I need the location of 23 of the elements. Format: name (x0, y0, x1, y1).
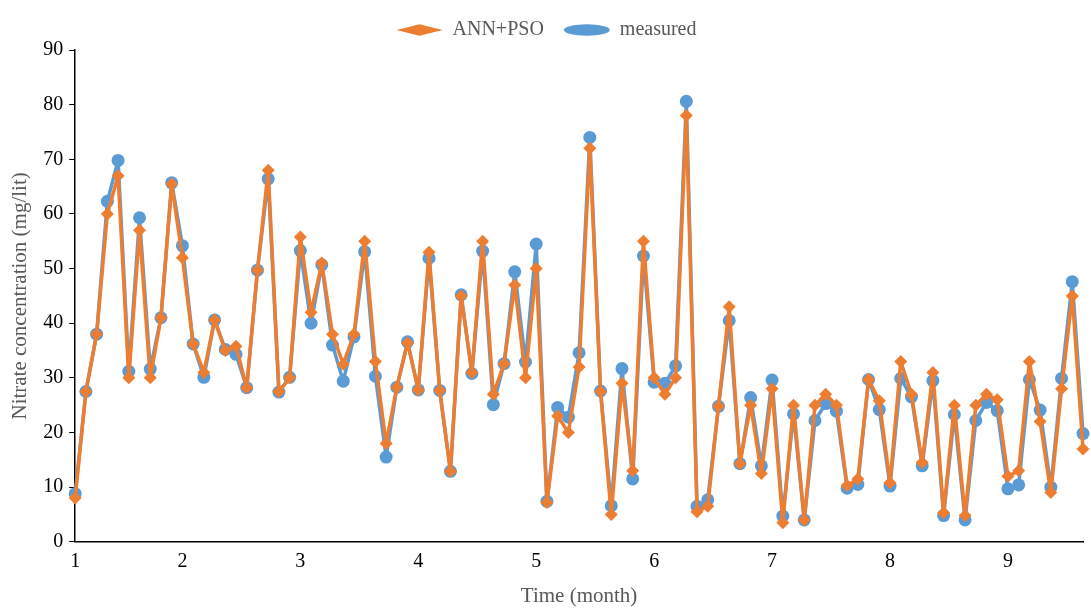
y-tick-label: 20 (43, 419, 64, 442)
x-tick-label: 7 (767, 549, 778, 572)
x-tick-label: 4 (413, 549, 424, 572)
y-tick-label: 10 (43, 474, 64, 497)
y-tick-label: 50 (43, 255, 64, 278)
legend-label: ANN+PSO (452, 17, 544, 40)
x-axis-title: Time (month) (520, 582, 638, 607)
y-tick-label: 0 (53, 529, 64, 552)
legend-label: measured (619, 17, 697, 40)
y-tick-label: 80 (43, 91, 64, 114)
y-tick-label: 40 (43, 310, 64, 333)
y-tick-label: 70 (43, 146, 64, 169)
x-tick-label: 6 (649, 549, 660, 572)
y-tick-label: 30 (43, 365, 64, 388)
x-tick-label: 2 (177, 549, 188, 572)
x-tick-label: 3 (295, 549, 306, 572)
y-tick-label: 90 (43, 37, 64, 60)
x-tick-label: 1 (70, 549, 81, 572)
y-axis-title: Nitrate concentration (mg/lit) (7, 172, 32, 420)
x-tick-label: 8 (885, 549, 896, 572)
x-tick-label: 9 (1002, 549, 1013, 572)
x-tick-label: 5 (531, 549, 542, 572)
y-tick-label: 60 (43, 201, 64, 224)
